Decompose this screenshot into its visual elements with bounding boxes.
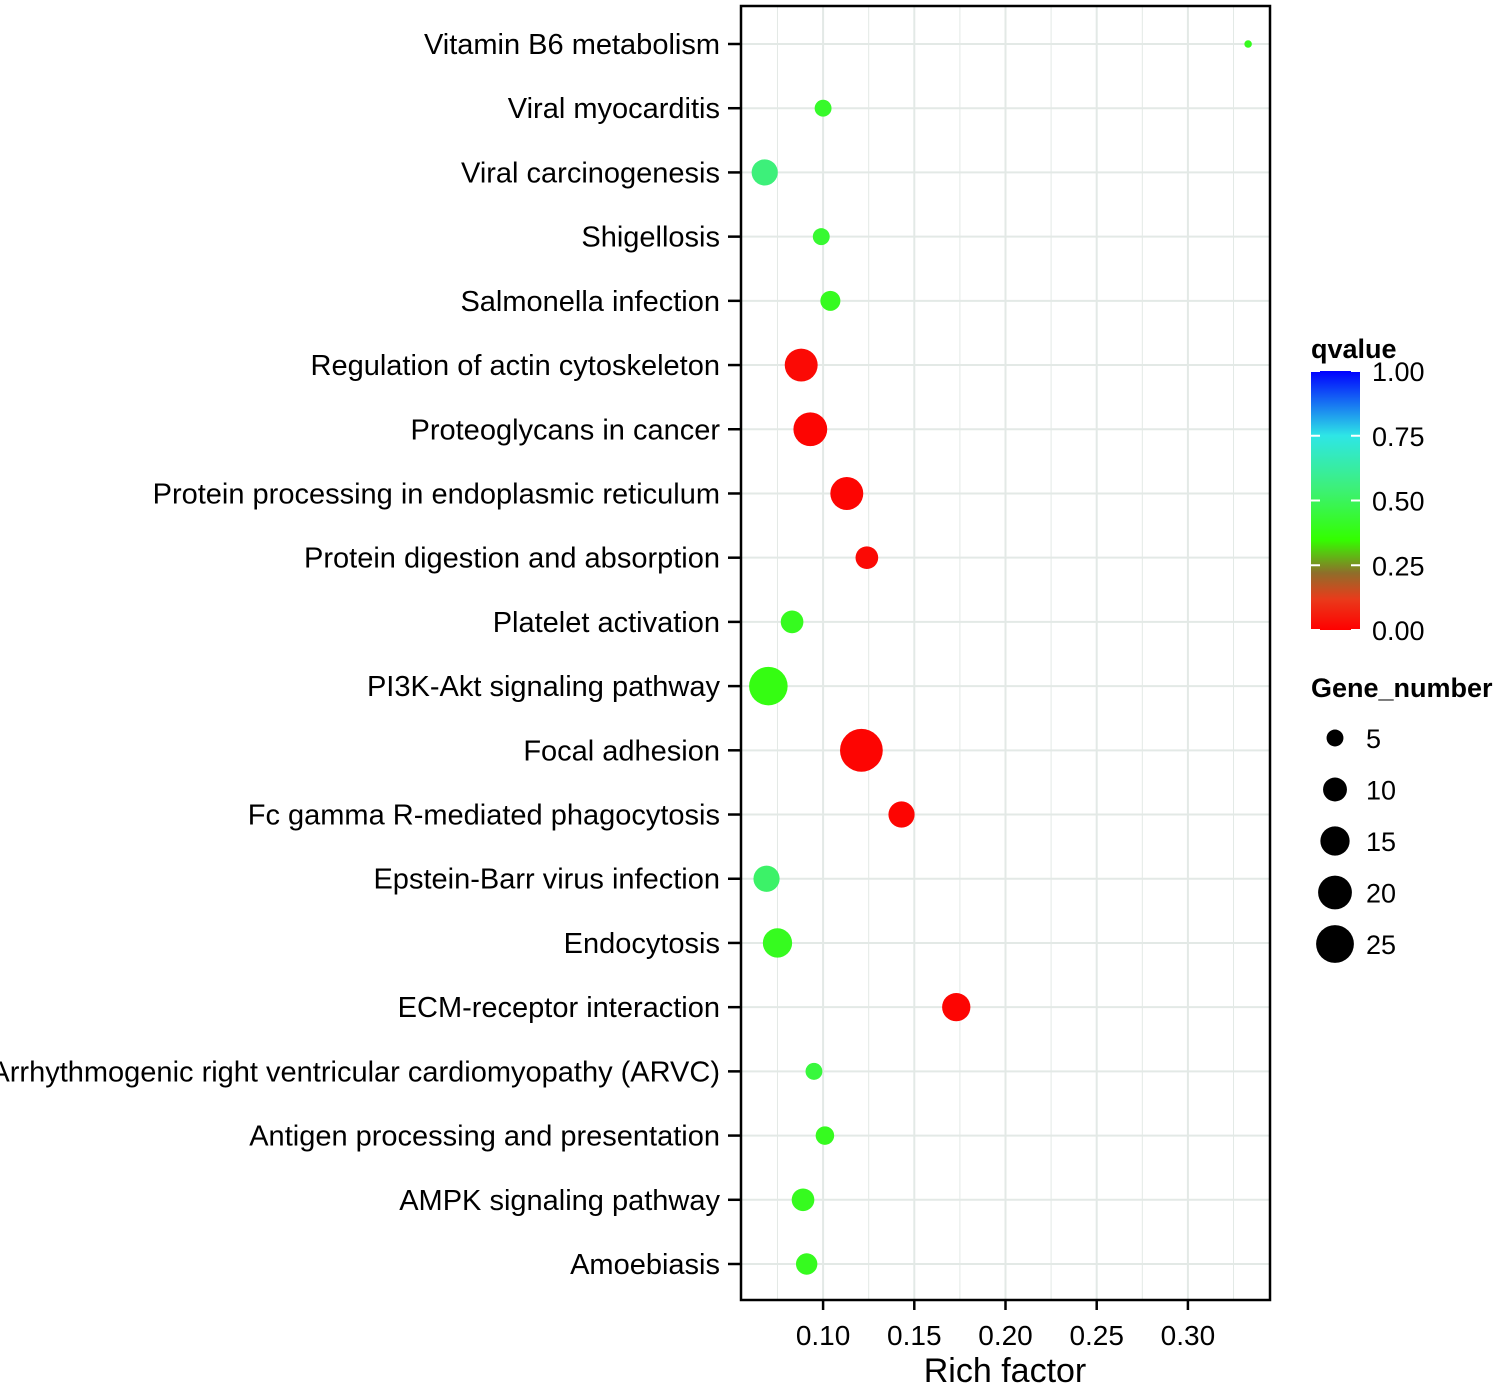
data-point	[942, 993, 971, 1022]
plot-panel-border	[739, 4, 1272, 1302]
size-legend-label: 20	[1366, 879, 1396, 909]
size-legend-marker	[1326, 729, 1344, 747]
data-point	[840, 728, 883, 772]
category-label: Fc gamma R-mediated phagocytosis	[248, 800, 720, 832]
size-legend-label: 5	[1366, 724, 1381, 754]
x-tick-label: 0.15	[887, 1320, 942, 1351]
size-legend-label: 10	[1366, 776, 1396, 806]
size-legend-label: 15	[1366, 827, 1396, 857]
category-label: Arrhythmogenic right ventricular cardiom…	[0, 1056, 720, 1088]
category-label: Platelet activation	[493, 607, 720, 639]
gene-number-legend-title: Gene_number	[1311, 673, 1493, 703]
gene-number-legend: Gene_number 5 10 15 20 25	[1311, 673, 1493, 963]
category-label: Salmonella infection	[460, 286, 720, 318]
colorbar-label: 0.75	[1372, 422, 1425, 452]
data-point	[812, 228, 830, 246]
colorbar-label: 0.25	[1372, 551, 1425, 581]
data-point	[753, 865, 780, 892]
category-label: Vitamin B6 metabolism	[424, 29, 720, 61]
data-point	[749, 666, 788, 706]
category-label: Viral myocarditis	[508, 93, 720, 125]
data-point	[888, 801, 915, 828]
x-tick-label: 0.25	[1069, 1320, 1124, 1351]
category-label: Focal adhesion	[523, 735, 720, 767]
category-label: Epstein-Barr virus infection	[373, 864, 720, 896]
category-label: Shigellosis	[581, 222, 720, 254]
category-label: Endocytosis	[564, 928, 720, 960]
category-label: Amoebiasis	[570, 1249, 720, 1281]
qvalue-legend-title: qvalue	[1311, 334, 1397, 364]
data-point	[751, 159, 778, 186]
data-point	[815, 1126, 835, 1145]
data-point	[805, 1062, 823, 1080]
data-point	[820, 290, 841, 311]
data-point	[795, 1253, 818, 1275]
data-point	[762, 928, 793, 958]
size-legend-marker	[1323, 777, 1347, 802]
category-label: Antigen processing and presentation	[249, 1121, 720, 1153]
data-point	[784, 348, 818, 382]
data-point	[830, 476, 864, 510]
data-point	[780, 610, 804, 634]
category-label: PI3K-Akt signaling pathway	[367, 671, 721, 703]
data-points	[749, 40, 1252, 1275]
data-point	[814, 99, 832, 117]
x-axis: 0.10 0.15 0.20 0.25 0.30	[796, 1300, 1215, 1351]
x-tick-label: 0.20	[978, 1320, 1033, 1351]
size-legend-marker	[1320, 826, 1350, 856]
colorbar-label: 0.50	[1372, 487, 1425, 517]
category-label: Proteoglycans in cancer	[411, 414, 721, 446]
x-tick-label: 0.10	[796, 1320, 851, 1351]
qvalue-legend: qvalue 1.00 0.75 0.50 0.25 0.00	[1311, 334, 1425, 646]
category-label: Protein digestion and absorption	[304, 543, 720, 575]
size-legend-marker	[1318, 875, 1352, 910]
category-label: ECM-receptor interaction	[398, 992, 720, 1024]
data-point	[855, 546, 879, 570]
data-point	[791, 1188, 815, 1212]
colorbar-label: 0.00	[1372, 616, 1425, 646]
x-axis-title: Rich factor	[924, 1352, 1087, 1388]
grid-lines	[741, 6, 1270, 1300]
category-label: Protein processing in endoplasmic reticu…	[153, 478, 720, 510]
category-label: Regulation of actin cytoskeleton	[311, 350, 720, 382]
data-point	[793, 412, 828, 447]
x-tick-label: 0.30	[1161, 1320, 1216, 1351]
colorbar-label: 1.00	[1372, 357, 1425, 387]
category-axis: Vitamin B6 metabolism Viral myocarditis Vi…	[0, 29, 741, 1281]
data-point	[1244, 40, 1252, 48]
category-label: Viral carcinogenesis	[461, 157, 720, 189]
size-legend-label: 25	[1366, 930, 1396, 960]
size-legend-marker	[1316, 925, 1354, 963]
category-label: AMPK signaling pathway	[399, 1185, 720, 1217]
